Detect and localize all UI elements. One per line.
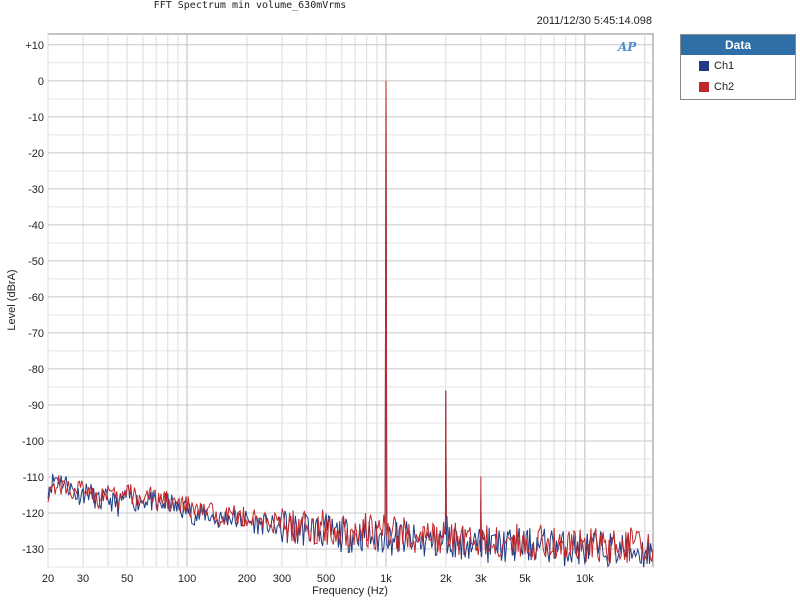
y-tick-label: -70 (28, 328, 44, 340)
tick-labels: +10 0 -10 -20 -30 -40 -50 -60 -70 -80 -90 -100 -110 -… (22, 40, 594, 585)
y-tick-label: -20 (28, 148, 44, 160)
x-tick-label: 500 (317, 573, 335, 585)
x-tick-label: 1k (380, 573, 392, 585)
legend-label: Ch1 (714, 59, 735, 72)
x-tick-label: 5k (519, 573, 531, 585)
x-tick-label: 200 (238, 573, 256, 585)
y-tick-label: -100 (22, 436, 44, 448)
legend[interactable]: Data Ch1 Ch2 (680, 34, 796, 100)
y-tick-label: -130 (22, 544, 44, 556)
legend-item-ch1[interactable]: Ch1 (681, 55, 795, 76)
x-tick-label: 50 (121, 573, 133, 585)
y-tick-label: 0 (38, 76, 44, 88)
y-tick-label: -30 (28, 184, 44, 196)
legend-label: Ch2 (714, 80, 735, 93)
legend-header: Data (681, 35, 795, 55)
y-tick-label: -120 (22, 508, 44, 520)
ap-logo-text: AP (618, 40, 637, 54)
plot-area (47, 33, 654, 568)
y-tick-label: -60 (28, 292, 44, 304)
legend-swatch-ch2 (699, 81, 709, 92)
y-tick-label: +10 (25, 40, 44, 52)
legend-swatch-ch1 (699, 60, 709, 71)
y-tick-label: -10 (28, 112, 44, 124)
y-tick-label: -110 (23, 472, 44, 484)
legend-item-ch2[interactable]: Ch2 (681, 76, 795, 97)
x-tick-label: 100 (178, 573, 196, 585)
timestamp: 2011/12/30 5:45:14.098 (536, 15, 652, 27)
ap-logo-icon: AP (618, 40, 636, 54)
x-tick-label: 2k (440, 573, 452, 585)
series-layer (47, 80, 654, 568)
y-tick-label: -50 (28, 256, 44, 268)
x-tick-label: 10k (576, 573, 594, 585)
y-axis-label: Level (dBrA) (6, 269, 18, 330)
series-line-ch2 (47, 80, 654, 564)
chart-title: FFT Spectrum min volume_630mVrms (153, 0, 347, 11)
x-tick-label: 3k (475, 573, 487, 585)
series-line-ch1 (47, 82, 654, 568)
y-tick-label: -90 (28, 400, 44, 412)
x-tick-label: 20 (42, 573, 54, 585)
x-axis-label: Frequency (Hz) (312, 585, 388, 597)
x-tick-label: 300 (273, 573, 291, 585)
y-tick-label: -40 (28, 220, 44, 232)
x-tick-label: 30 (77, 573, 89, 585)
y-tick-label: -80 (28, 364, 44, 376)
